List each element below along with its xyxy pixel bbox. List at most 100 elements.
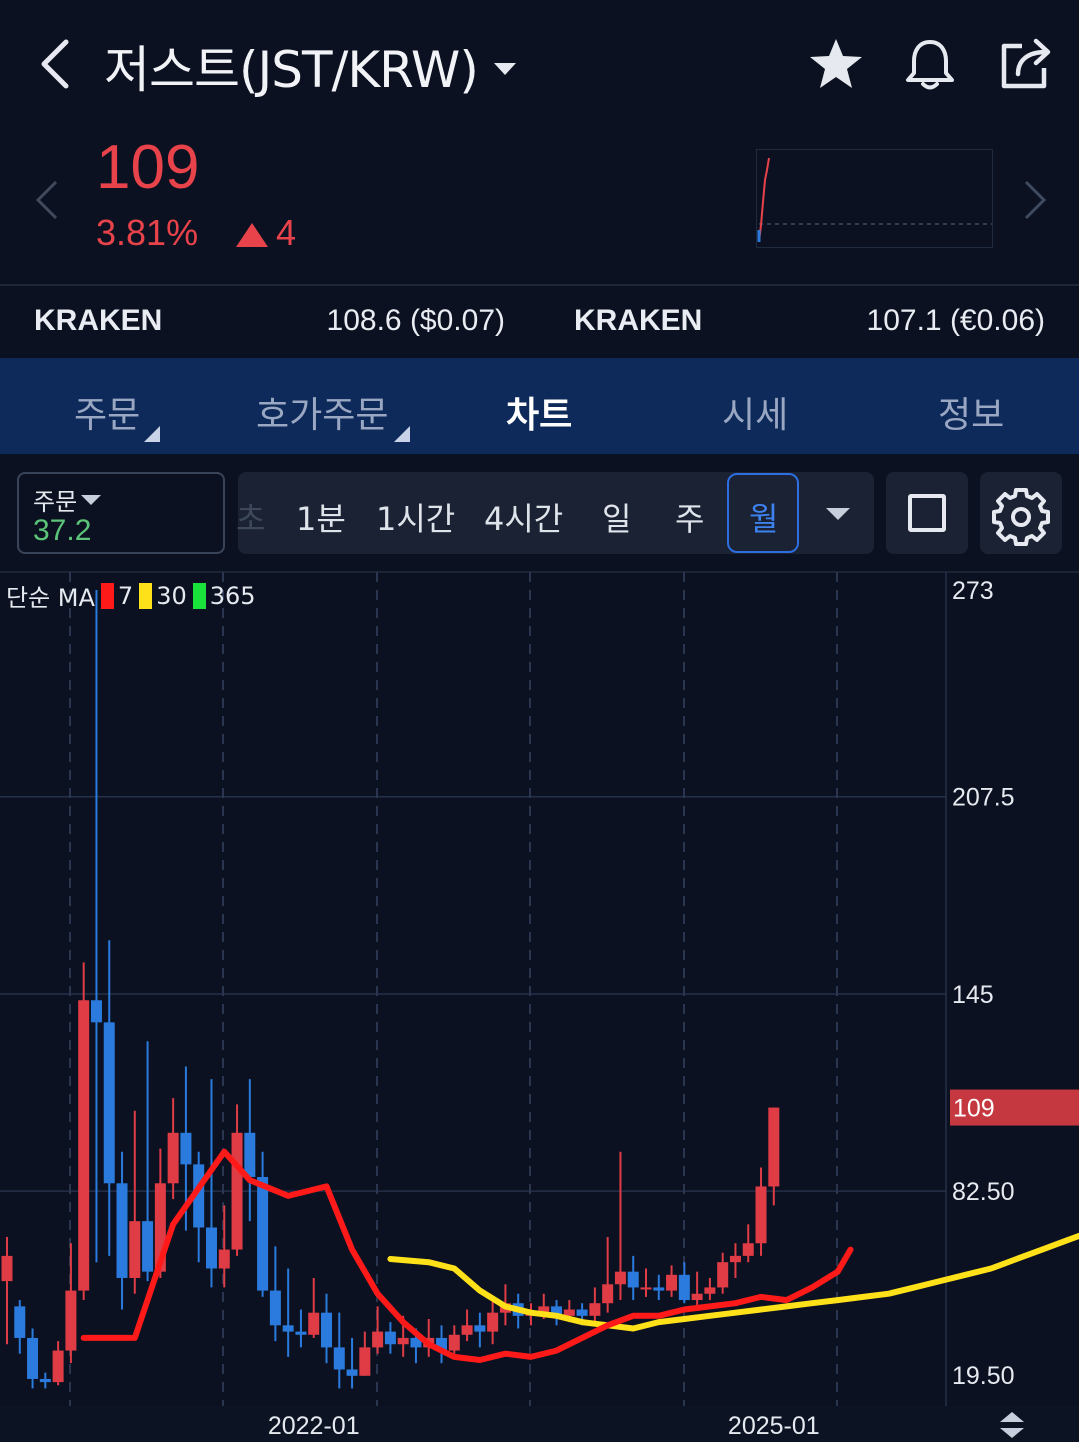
fullscreen-button[interactable] [886, 472, 968, 554]
candle-body [666, 1274, 678, 1291]
candle-body [359, 1347, 371, 1376]
candle-body [563, 1309, 575, 1316]
candle-body [461, 1325, 473, 1335]
exchange-name: KRAKEN [574, 304, 703, 337]
next-coin-icon[interactable] [1022, 178, 1048, 222]
candle-body [333, 1347, 345, 1370]
star-icon[interactable] [806, 34, 866, 94]
interval-seconds[interactable]: 초 [236, 500, 266, 538]
mini-sparkline[interactable] [756, 149, 993, 248]
y-axis-tick: 19.50 [952, 1362, 1015, 1390]
x-axis-tick: 2022-01 [268, 1412, 360, 1440]
interval-1h[interactable]: 1시간 [376, 500, 456, 538]
chevron-down-icon [493, 63, 516, 75]
interval-4h[interactable]: 4시간 [484, 500, 564, 538]
candle-body [27, 1337, 39, 1379]
candle-body [167, 1132, 179, 1184]
scroll-arrows-icon [1000, 1412, 1024, 1438]
corner-indicator-icon [144, 426, 160, 442]
candle-body [52, 1350, 64, 1383]
interval-selector: 초 1분 1시간 4시간 일 주 월 [236, 472, 874, 554]
candle-body [704, 1287, 716, 1294]
chart-controls: 주문 37.2 초 1분 1시간 4시간 일 주 월 [0, 454, 1079, 572]
ma7-swatch [100, 582, 114, 609]
divider [0, 571, 1079, 573]
exchange-prices: KRAKEN 108.6 ($0.07) KRAKEN 107.1 (€0.06… [0, 286, 1079, 358]
candle-body [14, 1306, 26, 1338]
tab-quote-order[interactable]: 호가주문 [256, 395, 389, 436]
previous-coin-icon[interactable] [34, 178, 60, 222]
candle-body [576, 1309, 588, 1316]
change-amount: 4 [236, 212, 296, 254]
candle-body [768, 1107, 780, 1187]
triangle-up-icon [236, 223, 268, 247]
tab-chart[interactable]: 차트 [506, 395, 573, 436]
chevron-down-icon [81, 494, 102, 505]
candle-body [129, 1221, 141, 1278]
candle-body [180, 1132, 192, 1165]
change-amount-value: 4 [276, 212, 297, 253]
candle-body [65, 1290, 77, 1351]
candle-body [384, 1331, 396, 1345]
coin-selector[interactable]: 저스트(JST/KRW) [104, 30, 516, 102]
candle-body [90, 1000, 102, 1023]
candle-body [269, 1290, 281, 1326]
x-axis-band [0, 1406, 1079, 1442]
candle-body [257, 1176, 269, 1291]
candle-body [103, 1022, 115, 1184]
exchange-price: 107.1 (€0.06) [866, 304, 1045, 337]
share-icon[interactable] [996, 34, 1056, 94]
back-arrow-icon[interactable] [36, 36, 76, 92]
ma365-swatch [192, 582, 206, 609]
candle-body [410, 1337, 422, 1348]
page-title: 저스트(JST/KRW) [104, 41, 479, 99]
candle-body [295, 1331, 307, 1335]
candle-body [372, 1331, 384, 1348]
candle-body [436, 1337, 448, 1351]
current-price: 109 [96, 133, 200, 202]
candle-body [589, 1303, 601, 1316]
tab-info[interactable]: 정보 [938, 395, 1005, 436]
tab-market[interactable]: 시세 [722, 395, 789, 436]
interval-week[interactable]: 주 [675, 500, 705, 538]
candle-body [602, 1284, 614, 1304]
y-axis-tick: 145 [952, 981, 994, 1009]
candle-body [742, 1243, 754, 1256]
candle-body [154, 1183, 166, 1272]
order-quantity-dropdown[interactable]: 주문 37.2 [17, 472, 225, 554]
ma30-swatch [139, 582, 153, 609]
settings-button[interactable] [980, 472, 1062, 554]
ma-legend: 단순 MA 7 30 365 [6, 578, 256, 613]
candle-body [487, 1312, 499, 1332]
candle-body [678, 1274, 690, 1301]
top-bar: 저스트(JST/KRW) [0, 0, 1079, 130]
y-axis-tick: 82.50 [952, 1178, 1015, 1206]
tab-order[interactable]: 주문 [74, 395, 141, 436]
candlestick-chart[interactable]: 273 207.5 145 82.50 19.50 2022-01 2025-01 109 단… [0, 572, 1079, 1442]
ma30-label: 30 [156, 581, 187, 610]
bell-icon[interactable] [900, 34, 960, 94]
interval-month-button[interactable] [727, 473, 799, 553]
exchange-name: KRAKEN [34, 304, 163, 337]
price-summary: 109 3.81% 4 [0, 130, 1079, 284]
corner-indicator-icon [394, 426, 410, 442]
candle-body [39, 1378, 51, 1383]
order-label: 주문 [33, 482, 102, 517]
candle-body [218, 1249, 230, 1269]
ma365-label: 365 [209, 581, 256, 610]
candle-body [691, 1293, 703, 1301]
candle-body [614, 1271, 626, 1285]
candle-body [346, 1369, 358, 1376]
interval-day[interactable]: 일 [602, 500, 632, 538]
candle-body [205, 1227, 217, 1269]
x-axis-tick: 2025-01 [728, 1412, 820, 1440]
candle-body [308, 1312, 320, 1335]
ma-legend-label: 단순 MA [6, 584, 95, 612]
interval-1m[interactable]: 1분 [296, 500, 346, 538]
candle-body [282, 1325, 294, 1332]
exchange-price: 108.6 ($0.07) [326, 304, 505, 337]
candle-body [474, 1325, 486, 1332]
chevron-down-icon[interactable] [826, 508, 850, 520]
candle-body [78, 1000, 90, 1291]
chart-canvas: 273 207.5 145 82.50 19.50 2022-01 2025-01 109 [0, 572, 1079, 1442]
